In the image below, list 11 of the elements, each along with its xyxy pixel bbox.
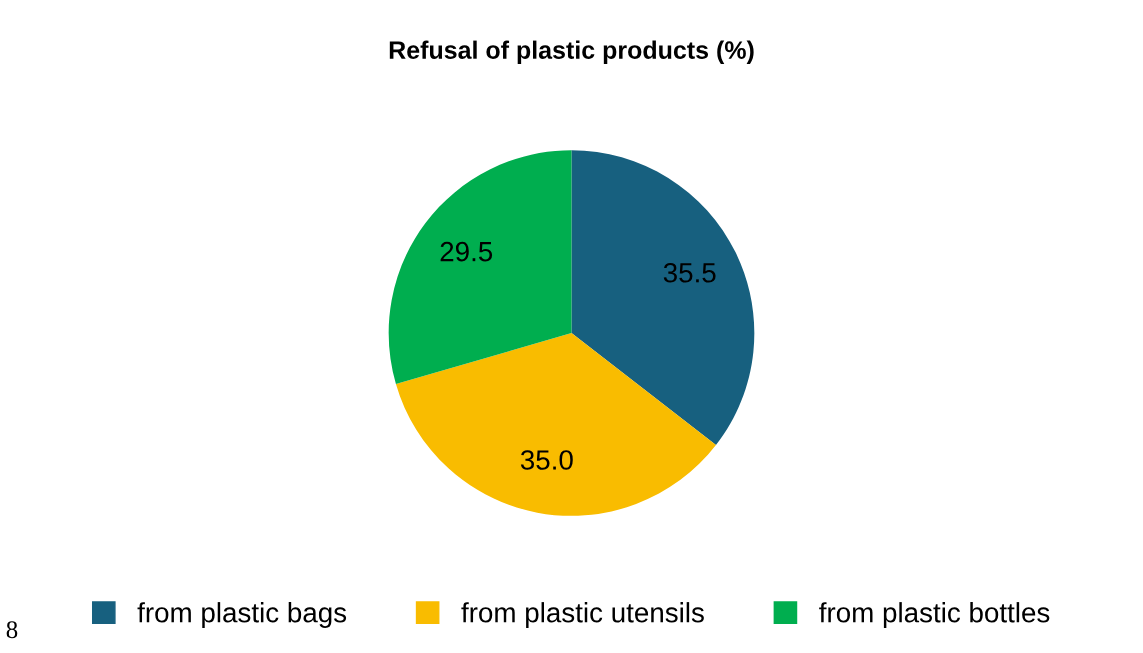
- data-label: 29.5: [440, 241, 493, 262]
- legend-label: from plastic bags: [137, 602, 347, 628]
- pie-slice: [388, 150, 572, 385]
- chart-title: Refusal of plastic products (%): [389, 40, 754, 64]
- pie-slice: [571, 150, 755, 446]
- pie-slice: [395, 333, 716, 516]
- legend-label: from plastic utensils: [461, 602, 704, 628]
- data-label: 35.5: [663, 262, 716, 283]
- text: 8: [6, 621, 18, 639]
- legend-label: from plastic bottles: [819, 602, 1050, 628]
- data-label: 35.0: [520, 450, 573, 470]
